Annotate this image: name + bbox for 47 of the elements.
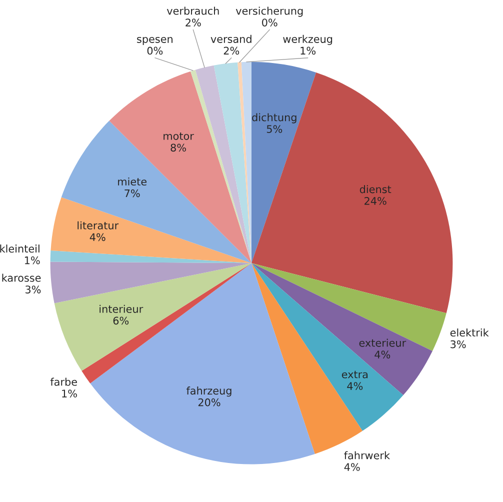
- data-label: 24%: [364, 196, 386, 205]
- data-label: 3%: [450, 340, 466, 348]
- pie-slice: [252, 62, 316, 264]
- slice-label: versand: [210, 34, 252, 43]
- data-label: 0%: [147, 46, 163, 55]
- pie-slice: [214, 62, 252, 264]
- slice-label: elektrik: [450, 328, 489, 337]
- pie-slice: [252, 263, 432, 396]
- data-label: 8%: [170, 144, 186, 152]
- slice-label: fahrwerk: [344, 451, 390, 460]
- data-label: 20%: [198, 398, 220, 406]
- pie-slice: [50, 197, 252, 264]
- pie-slice: [54, 263, 252, 371]
- pie-slice: [252, 72, 453, 314]
- slice-label: farbe: [50, 378, 77, 386]
- data-label: 1%: [62, 390, 77, 398]
- slice-label: verbrauch: [166, 6, 219, 15]
- data-label: 2%: [186, 18, 201, 26]
- slice-label: miete: [118, 177, 147, 186]
- slice-label: kleinteil: [0, 244, 40, 253]
- data-label: 5%: [266, 125, 282, 133]
- slice-label: versicherung: [236, 6, 303, 17]
- data-label: 4%: [344, 463, 360, 471]
- slice-label: karosse: [2, 274, 41, 282]
- slice-label: spesen: [137, 36, 172, 45]
- data-label: 4%: [374, 350, 390, 358]
- slice-label: dichtung: [252, 113, 296, 124]
- slice-label: motor: [164, 132, 194, 140]
- slice-label: literatur: [78, 221, 119, 230]
- data-label: 1%: [24, 256, 40, 264]
- slice-label: werkzeug: [283, 34, 332, 45]
- data-label: 4%: [347, 382, 363, 390]
- slice-label: interieur: [100, 304, 144, 313]
- pie-slice: [82, 263, 252, 384]
- slice-label: extra: [342, 370, 368, 378]
- pie-slice: [252, 263, 446, 352]
- data-label: 1%: [300, 46, 316, 55]
- data-label: 7%: [124, 189, 140, 198]
- slice-label: exterieur: [359, 338, 406, 347]
- data-label: 0%: [262, 18, 278, 26]
- slice-label: fahrzeug: [186, 386, 232, 397]
- data-label: 6%: [113, 316, 129, 325]
- pie-slice: [50, 262, 252, 304]
- data-label: 3%: [26, 286, 41, 294]
- slice-label: dienst: [360, 185, 392, 194]
- data-label: 2%: [224, 46, 240, 55]
- data-label: 4%: [90, 233, 106, 242]
